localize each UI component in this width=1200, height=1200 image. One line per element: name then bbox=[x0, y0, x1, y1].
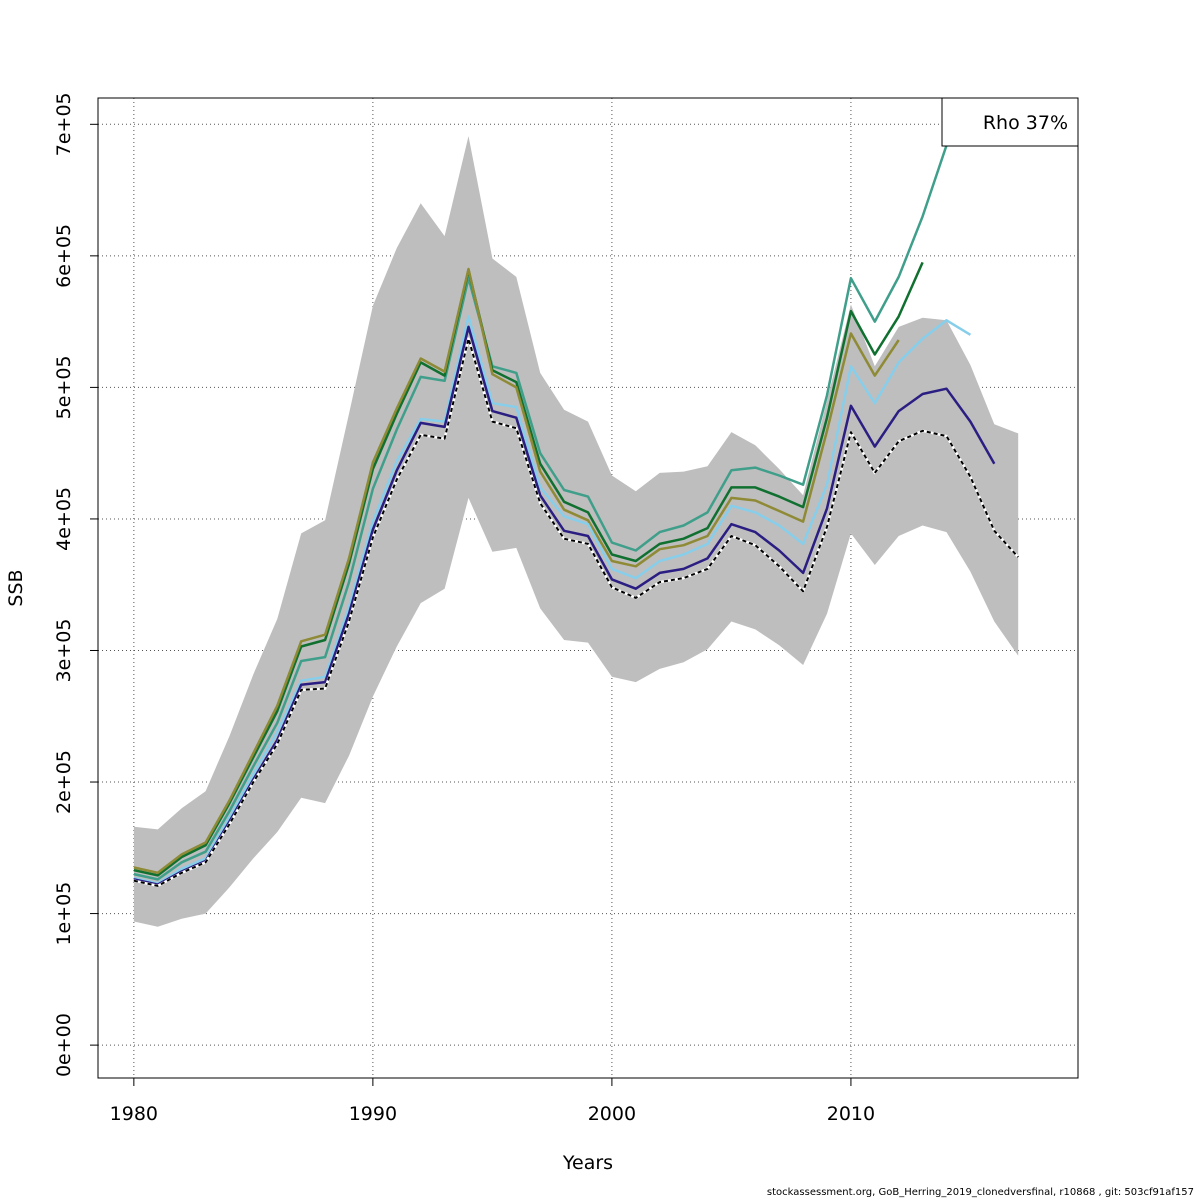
legend-text: Rho 37% bbox=[983, 112, 1068, 134]
x-axis-title: Years bbox=[562, 1152, 613, 1174]
y-tick-label: 1e+05 bbox=[53, 882, 75, 946]
y-tick-label: 3e+05 bbox=[53, 619, 75, 683]
x-tick-label: 1990 bbox=[349, 1103, 397, 1125]
series-layer bbox=[133, 98, 1020, 888]
confidence-band-layer bbox=[133, 136, 1019, 927]
y-tick-label: 5e+05 bbox=[53, 355, 75, 419]
confidence-band bbox=[133, 136, 1019, 927]
y-tick-label: 2e+05 bbox=[53, 750, 75, 814]
y-tick-label: 7e+05 bbox=[53, 92, 75, 156]
legend: Rho 37% bbox=[941, 97, 1079, 147]
series-line-peel-2 bbox=[133, 315, 972, 885]
x-tick-label: 2010 bbox=[827, 1103, 875, 1125]
y-axis-title: SSB bbox=[5, 569, 27, 606]
y-tick-label: 6e+05 bbox=[53, 224, 75, 288]
x-tick-label: 2000 bbox=[588, 1103, 636, 1125]
y-tick-label: 4e+05 bbox=[53, 487, 75, 551]
series-line-peel-1 bbox=[133, 325, 996, 886]
series-line-peel-5 bbox=[133, 98, 966, 881]
plot-frame bbox=[97, 97, 1079, 1079]
footer-caption: stockassessment.org, GoB_Herring_2019_cl… bbox=[766, 1187, 1194, 1198]
legend-box bbox=[941, 97, 1079, 147]
series-line-base bbox=[133, 337, 1019, 887]
series-line-peel-4 bbox=[133, 261, 924, 877]
axes: 1980 1990 2000 2010 0e+00 1e+05 2e+05 3e+05 4e+0… bbox=[53, 92, 875, 1125]
x-tick-label: 1980 bbox=[110, 1103, 158, 1125]
y-tick-label: 0e+00 bbox=[53, 1013, 75, 1077]
series-line-peel-3 bbox=[133, 267, 900, 875]
